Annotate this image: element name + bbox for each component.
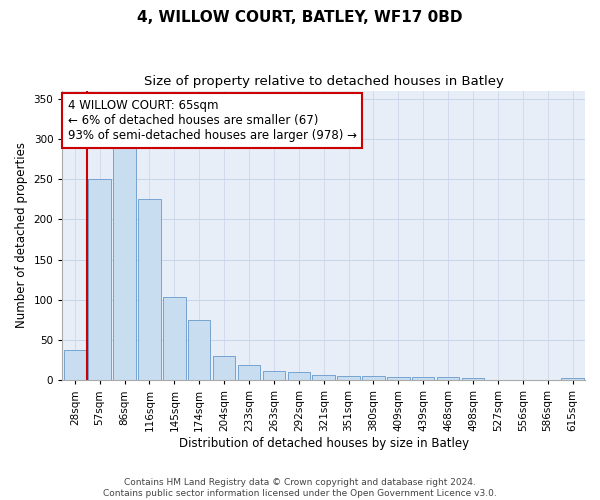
Bar xyxy=(337,376,360,380)
Bar xyxy=(412,377,434,380)
Text: 4 WILLOW COURT: 65sqm
← 6% of detached houses are smaller (67)
93% of semi-detac: 4 WILLOW COURT: 65sqm ← 6% of detached h… xyxy=(68,99,356,142)
Bar xyxy=(287,372,310,380)
Bar xyxy=(238,365,260,380)
Title: Size of property relative to detached houses in Batley: Size of property relative to detached ho… xyxy=(144,75,503,88)
Bar xyxy=(387,377,410,380)
Bar xyxy=(113,146,136,380)
Bar xyxy=(188,320,211,380)
Bar xyxy=(163,298,185,380)
Bar xyxy=(64,350,86,380)
X-axis label: Distribution of detached houses by size in Batley: Distribution of detached houses by size … xyxy=(179,437,469,450)
Bar xyxy=(213,356,235,380)
Text: 4, WILLOW COURT, BATLEY, WF17 0BD: 4, WILLOW COURT, BATLEY, WF17 0BD xyxy=(137,10,463,25)
Bar xyxy=(362,376,385,380)
Bar xyxy=(88,179,111,380)
Text: Contains HM Land Registry data © Crown copyright and database right 2024.
Contai: Contains HM Land Registry data © Crown c… xyxy=(103,478,497,498)
Y-axis label: Number of detached properties: Number of detached properties xyxy=(15,142,28,328)
Bar xyxy=(462,378,484,380)
Bar xyxy=(562,378,584,380)
Bar xyxy=(437,377,460,380)
Bar xyxy=(263,372,285,380)
Bar xyxy=(313,376,335,380)
Bar xyxy=(138,199,161,380)
